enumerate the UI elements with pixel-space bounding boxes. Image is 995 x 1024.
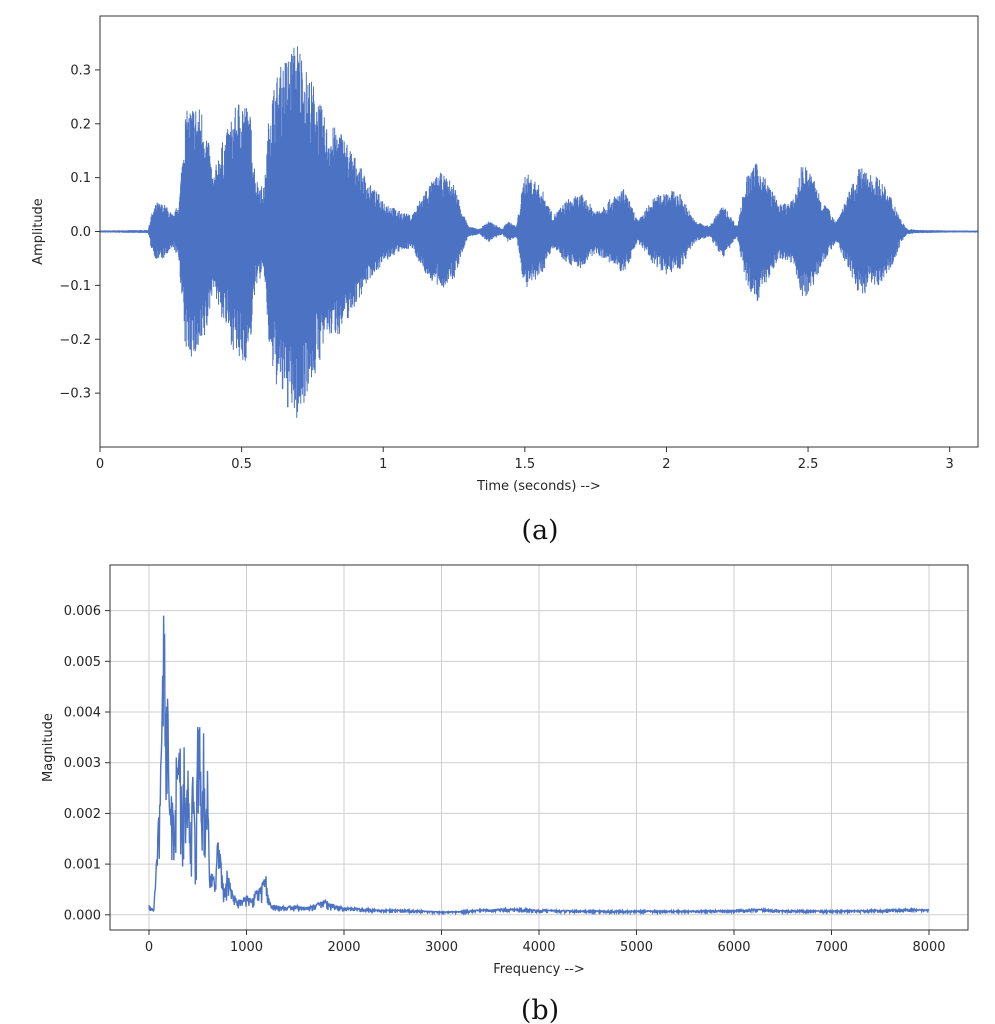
caption-b: (b) — [521, 995, 559, 1024]
x-tick-label: 3 — [946, 457, 954, 472]
spectrum-chart: 0 1000 2000 3000 4000 5000 6000 7000 8000 0.0000… — [41, 564, 969, 977]
x-tick-label: 2 — [662, 457, 670, 472]
spectrum-x-axis-label: Frequency --> — [493, 962, 585, 977]
waveform-chart: 0 0.5 1 1.5 2 2.5 3 −0.3 −0.2 −0.1 0.0 0.1 0.2 0.3 T… — [31, 15, 979, 494]
y-tick-label: −0.2 — [59, 333, 91, 348]
y-tick-label: 0.2 — [70, 117, 91, 132]
y-tick-label: 0.002 — [64, 807, 101, 822]
waveform-x-axis-label: Time (seconds) --> — [476, 479, 601, 494]
spectrum-series — [148, 615, 930, 917]
waveform-y-ticks: −0.3 −0.2 −0.1 0.0 0.1 0.2 0.3 — [59, 63, 100, 402]
y-tick-label: 0.004 — [64, 706, 101, 721]
x-tick-label: 1000 — [230, 940, 263, 955]
y-tick-label: 0.003 — [64, 756, 101, 771]
x-tick-label: 2.5 — [798, 457, 819, 472]
caption-a: (a) — [521, 515, 558, 546]
y-tick-label: 0.006 — [64, 604, 101, 619]
y-tick-label: 0.001 — [64, 858, 101, 873]
y-tick-label: −0.3 — [59, 387, 91, 402]
x-tick-label: 3000 — [425, 940, 458, 955]
x-tick-label: 2000 — [327, 940, 360, 955]
waveform-y-axis-label: Amplitude — [31, 198, 46, 265]
spectrum-x-ticks: 0 1000 2000 3000 4000 5000 6000 7000 8000 — [145, 930, 946, 955]
x-tick-label: 5000 — [620, 940, 653, 955]
y-tick-label: 0.000 — [64, 908, 101, 923]
x-tick-label: 0 — [145, 940, 153, 955]
x-tick-label: 8000 — [912, 940, 945, 955]
x-tick-label: 6000 — [717, 940, 750, 955]
x-tick-label: 1 — [379, 457, 387, 472]
y-tick-label: 0.005 — [64, 655, 101, 670]
spectrum-y-ticks: 0.000 0.001 0.002 0.003 0.004 0.005 0.006 — [64, 604, 110, 923]
spectrum-grid — [110, 565, 968, 930]
y-tick-label: −0.1 — [59, 279, 91, 294]
x-tick-label: 0.5 — [231, 457, 252, 472]
x-tick-label: 7000 — [815, 940, 848, 955]
spectrum-y-axis-label: Magnitude — [41, 713, 56, 782]
y-tick-label: 0.0 — [70, 225, 91, 240]
y-tick-label: 0.1 — [70, 171, 91, 186]
x-tick-label: 4000 — [522, 940, 555, 955]
x-tick-label: 0 — [96, 457, 104, 472]
x-tick-label: 1.5 — [514, 457, 535, 472]
waveform-x-ticks: 0 0.5 1 1.5 2 2.5 3 — [96, 447, 954, 472]
y-tick-label: 0.3 — [70, 63, 91, 78]
